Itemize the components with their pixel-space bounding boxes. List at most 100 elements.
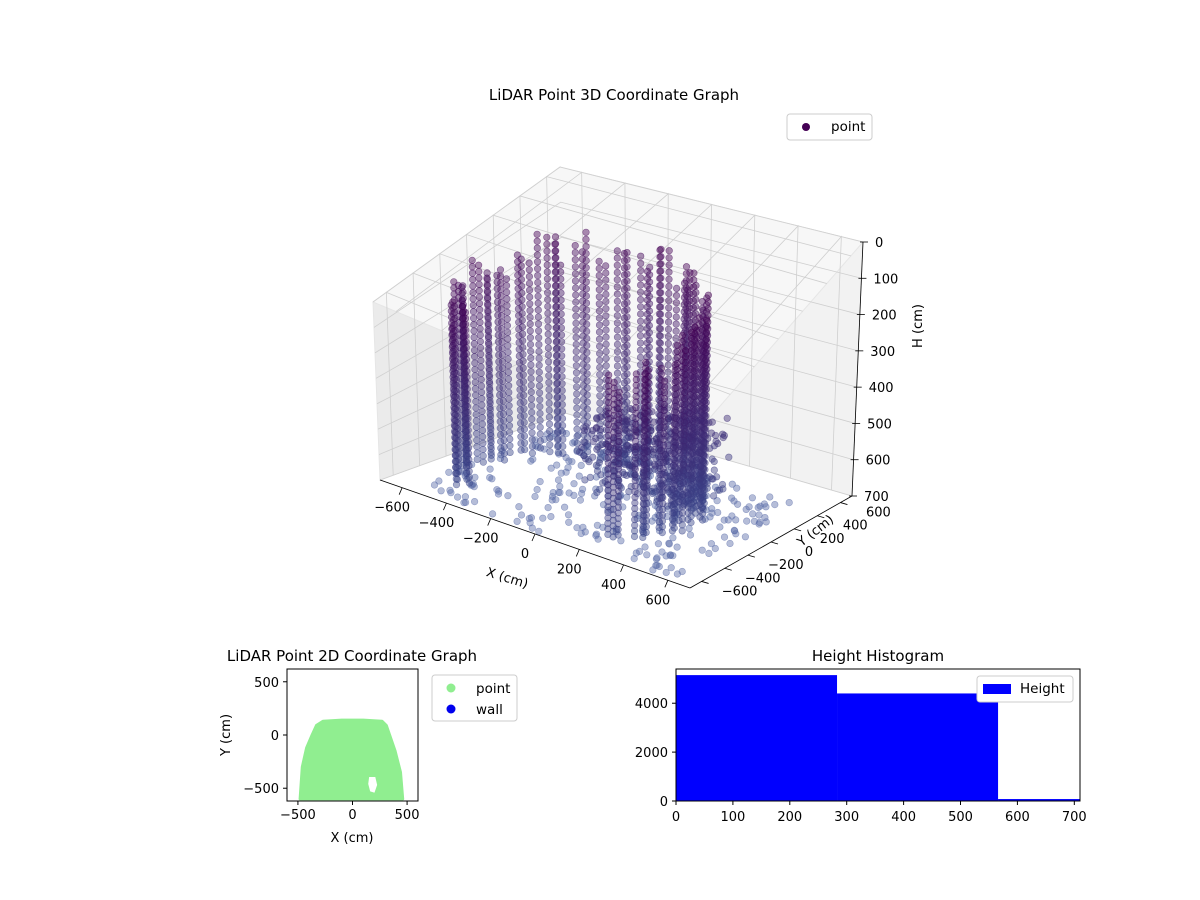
data-point bbox=[546, 434, 554, 442]
data-point bbox=[486, 474, 494, 482]
gridline-h bbox=[378, 377, 854, 461]
data-point bbox=[719, 434, 727, 442]
y-tick bbox=[701, 581, 709, 584]
data-point bbox=[572, 326, 580, 334]
data-point bbox=[582, 278, 590, 286]
data-point bbox=[572, 298, 580, 306]
data-point bbox=[525, 279, 534, 288]
data-point bbox=[604, 409, 613, 418]
data-point bbox=[602, 362, 610, 370]
data-point bbox=[533, 230, 541, 238]
data-point bbox=[579, 332, 587, 340]
data-point bbox=[664, 361, 672, 369]
data-point bbox=[636, 281, 645, 289]
data-point bbox=[472, 404, 480, 412]
data-point bbox=[535, 334, 543, 342]
data-point bbox=[498, 318, 506, 326]
data-point bbox=[613, 333, 622, 341]
data-point bbox=[477, 363, 485, 371]
data-point bbox=[477, 369, 485, 377]
data-point bbox=[473, 455, 481, 464]
data-point bbox=[528, 449, 537, 457]
data-point bbox=[464, 432, 472, 440]
data-point bbox=[579, 311, 587, 319]
data-point bbox=[631, 454, 640, 462]
data-point bbox=[682, 319, 690, 327]
data-point bbox=[623, 249, 631, 257]
data-point bbox=[699, 347, 708, 356]
data-point bbox=[630, 527, 639, 535]
data-point bbox=[669, 503, 677, 511]
data-point bbox=[660, 389, 669, 397]
data-point bbox=[605, 388, 613, 396]
data-point bbox=[544, 351, 553, 359]
data-point bbox=[668, 527, 677, 535]
data-point bbox=[582, 242, 590, 251]
data-point bbox=[487, 455, 495, 463]
data-point bbox=[715, 486, 724, 494]
data-point bbox=[582, 299, 591, 307]
data-point bbox=[664, 368, 672, 376]
data-point bbox=[595, 279, 603, 287]
data-point bbox=[741, 533, 750, 541]
data-point bbox=[552, 288, 560, 297]
data-point bbox=[643, 324, 651, 333]
data-point bbox=[732, 530, 740, 538]
data-point bbox=[469, 308, 478, 316]
data-point bbox=[475, 268, 483, 276]
data-point bbox=[605, 382, 613, 390]
data-point bbox=[679, 467, 687, 475]
data-point bbox=[659, 447, 668, 455]
data-point bbox=[573, 432, 581, 440]
y-tick bbox=[747, 554, 755, 558]
data-point bbox=[614, 429, 622, 438]
data-point bbox=[604, 426, 613, 434]
data-point bbox=[553, 330, 561, 338]
data-point bbox=[572, 333, 580, 342]
data-point bbox=[595, 286, 603, 294]
data-point bbox=[659, 459, 668, 467]
legend-marker-point bbox=[802, 123, 810, 131]
data-point bbox=[658, 517, 667, 525]
data-point bbox=[503, 295, 511, 303]
data-point bbox=[686, 391, 695, 399]
data-point bbox=[477, 344, 485, 352]
data-point bbox=[687, 347, 695, 355]
data-point bbox=[595, 307, 604, 315]
data-point bbox=[528, 415, 536, 423]
data-point bbox=[526, 320, 534, 328]
data-point bbox=[704, 291, 713, 299]
data-point bbox=[678, 521, 686, 529]
data-point bbox=[476, 325, 484, 333]
data-point bbox=[649, 448, 658, 456]
data-point bbox=[720, 431, 729, 440]
data-point bbox=[762, 518, 770, 526]
data-point bbox=[531, 436, 539, 444]
data-point bbox=[602, 297, 610, 306]
x-tick-label: 0 bbox=[672, 810, 680, 825]
chart-2d-legend: point wall bbox=[431, 674, 518, 722]
data-point bbox=[614, 492, 623, 501]
data-point bbox=[580, 416, 588, 425]
data-point bbox=[552, 282, 560, 290]
data-point bbox=[475, 287, 483, 295]
data-point bbox=[659, 482, 667, 490]
data-point bbox=[631, 521, 639, 529]
data-point bbox=[554, 476, 563, 484]
data-point bbox=[554, 441, 562, 450]
data-point bbox=[470, 321, 478, 329]
data-point bbox=[660, 424, 668, 432]
data-point bbox=[581, 528, 589, 536]
data-point bbox=[582, 285, 591, 293]
data-point bbox=[660, 383, 669, 391]
data-point bbox=[463, 385, 471, 393]
data-point bbox=[449, 336, 457, 344]
data-point bbox=[733, 500, 742, 508]
data-point bbox=[464, 408, 472, 417]
data-point bbox=[636, 296, 645, 304]
z-tick-label: 0 bbox=[875, 236, 883, 251]
data-point bbox=[450, 278, 458, 286]
data-point bbox=[543, 254, 551, 262]
data-point bbox=[577, 489, 586, 498]
data-point bbox=[631, 488, 639, 496]
